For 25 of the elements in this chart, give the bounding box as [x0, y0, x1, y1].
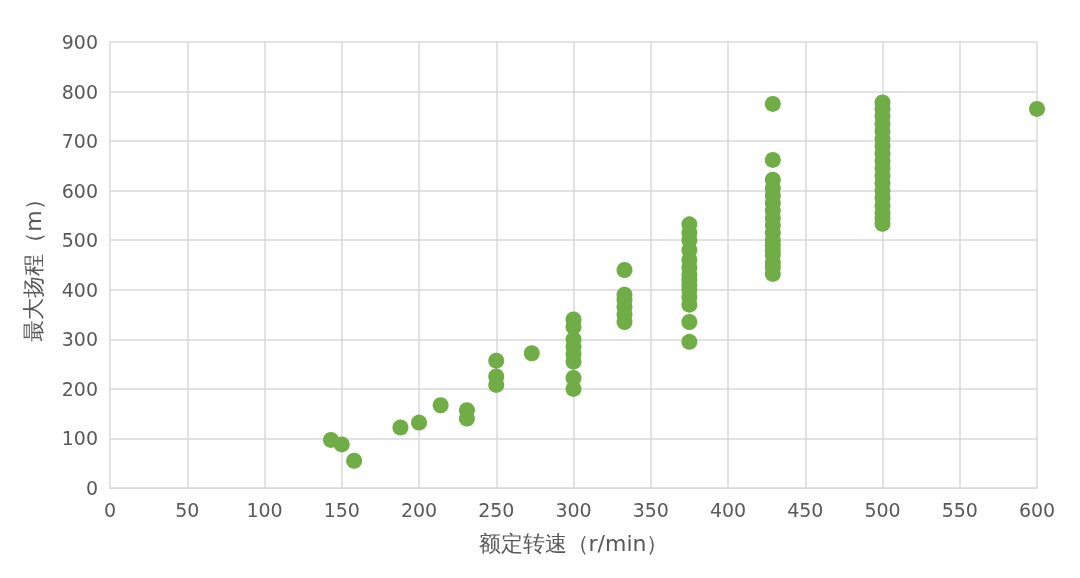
y-tick-label: 300: [61, 328, 98, 351]
x-tick-label: 450: [787, 498, 824, 521]
x-tick-label: 50: [175, 498, 200, 521]
y-tick-label: 100: [61, 427, 98, 450]
x-axis-title: 额定转速（r/min）: [478, 530, 669, 556]
y-tick-label: 500: [61, 229, 98, 252]
x-tick-label: 600: [1018, 498, 1056, 521]
x-tick-label: 150: [323, 498, 360, 521]
y-tick-label: 900: [61, 31, 98, 53]
x-tick-label: 0: [103, 498, 117, 521]
x-tick-label: 550: [941, 498, 978, 521]
y-tick-label: 0: [85, 477, 98, 499]
y-tick-label: 700: [61, 130, 98, 153]
y-tick-label: 400: [61, 278, 98, 301]
y-axis-title: 最大扬程（m）: [20, 188, 46, 342]
x-tick-label: 250: [478, 498, 515, 521]
y-tick-label: 200: [61, 377, 98, 400]
y-tick-label: 800: [61, 80, 98, 103]
x-tick-label: 400: [709, 498, 747, 521]
x-tick-label: 100: [246, 498, 283, 521]
y-tick-label: 600: [61, 179, 98, 202]
x-tick-label: 200: [400, 498, 438, 521]
x-tick-label: 500: [864, 498, 901, 521]
x-tick-label: 300: [555, 498, 592, 521]
x-tick-label: 350: [632, 498, 669, 521]
